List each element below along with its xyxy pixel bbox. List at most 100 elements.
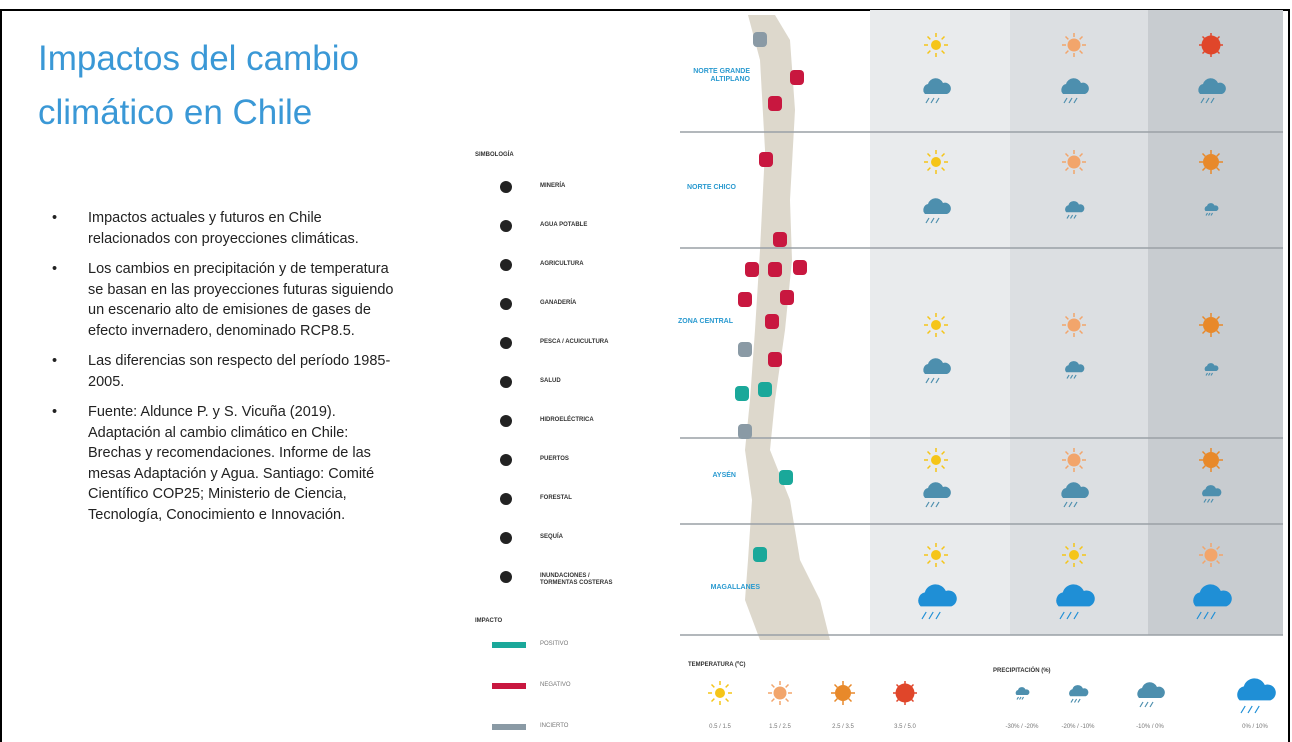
symbol-icon <box>500 181 512 193</box>
map-icon <box>735 386 749 401</box>
impact-label: POSITIVO <box>540 641 569 647</box>
rain <box>1066 214 1070 219</box>
cloud-icon <box>1065 361 1085 373</box>
region-label: NORTE CHICO <box>687 184 736 191</box>
sun-icon <box>924 543 948 567</box>
legend-title: SIMBOLOGÍA <box>475 152 514 158</box>
map-icon <box>753 32 767 47</box>
rain <box>1139 701 1144 708</box>
bullet-list: Impactos actuales y futuros en Chile rel… <box>50 208 400 535</box>
cloud-icon <box>1061 78 1089 94</box>
rain <box>1210 97 1215 104</box>
sun-icon <box>924 448 948 472</box>
cloud-icon <box>1204 363 1219 371</box>
cloud-icon <box>1137 682 1165 698</box>
rain <box>935 501 940 508</box>
symbol-icon <box>500 376 512 388</box>
map-icon <box>768 96 782 111</box>
cloud-icon <box>1198 78 1226 94</box>
temperature-range: 2.5 / 3.5 <box>832 724 854 730</box>
cloud-icon <box>923 198 951 214</box>
rain <box>1059 611 1065 620</box>
rain <box>1200 97 1205 104</box>
rain <box>1068 97 1073 104</box>
map-icon <box>793 260 807 275</box>
cloud-icon <box>1204 203 1219 211</box>
temperature-range: 3.5 / 5.0 <box>894 724 916 730</box>
impact-swatch <box>492 683 526 689</box>
rain <box>928 611 934 620</box>
rain <box>1205 372 1209 376</box>
cloud-icon <box>1069 685 1089 697</box>
symbol-icon <box>500 571 512 583</box>
rain <box>1210 498 1214 503</box>
symbol-label: HIDROELÉCTRICA <box>540 417 594 423</box>
sun-icon <box>1062 313 1086 337</box>
bullet: Los cambios en precipitación y de temper… <box>50 259 400 341</box>
rain <box>925 217 930 224</box>
symbol-label: FORESTAL <box>540 495 572 501</box>
symbol-icon <box>500 337 512 349</box>
symbol-label: PUERTOS <box>540 456 569 462</box>
rain <box>1207 212 1211 216</box>
rain <box>1016 696 1020 700</box>
region-label: ZONA CENTRAL <box>678 318 733 325</box>
rain <box>1144 701 1149 708</box>
rain <box>935 377 940 384</box>
map-icon <box>773 232 787 247</box>
sun-icon <box>924 33 948 57</box>
map-icon <box>759 152 773 167</box>
map-icon <box>758 382 772 397</box>
symbol-label: AGUA POTABLE <box>540 222 588 228</box>
rain <box>925 377 930 384</box>
sun-icon <box>893 681 917 705</box>
symbol-label: SEQUÍA <box>540 534 564 540</box>
bullet: Impactos actuales y futuros en Chile rel… <box>50 208 400 249</box>
rain <box>1073 214 1077 219</box>
rain <box>1203 498 1207 503</box>
rain <box>1066 374 1070 379</box>
map-icon <box>738 292 752 307</box>
symbol-icon <box>500 454 512 466</box>
rain <box>1073 97 1078 104</box>
map-icon <box>753 547 767 562</box>
symbol-icon <box>500 532 512 544</box>
sun-icon <box>924 150 948 174</box>
impact-label: NEGATIVO <box>540 682 571 688</box>
rain <box>921 611 927 620</box>
precipitation-title: PRECIPITACIÓN (%) <box>993 668 1051 674</box>
sun-icon <box>1062 33 1086 57</box>
rain <box>925 501 930 508</box>
rain <box>930 97 935 104</box>
map-icon <box>738 342 752 357</box>
rain <box>1247 705 1253 714</box>
sun-icon <box>1062 448 1086 472</box>
rain <box>1240 705 1246 714</box>
symbol-icon <box>500 220 512 232</box>
sun-icon <box>1062 543 1086 567</box>
rain <box>930 377 935 384</box>
cloud-icon <box>1237 678 1276 701</box>
bullet: Las diferencias son respecto del período… <box>50 351 400 392</box>
sun-icon <box>831 681 855 705</box>
precipitation-range: -20% / -10% <box>1061 724 1095 730</box>
symbol-icon <box>500 298 512 310</box>
rain <box>1210 611 1216 620</box>
region-label: AYSÉN <box>712 472 736 479</box>
map-chile <box>745 15 830 640</box>
sun-icon <box>1199 448 1223 472</box>
rain <box>1207 372 1211 376</box>
symbol-label: INUNDACIONES / TORMENTAS COSTERAS <box>540 573 613 586</box>
rain <box>1069 214 1074 219</box>
sun-icon <box>708 681 732 705</box>
impact-swatch <box>492 642 526 648</box>
rain <box>1205 212 1209 216</box>
precipitation-range: -30% / -20% <box>1005 724 1039 730</box>
cloud-icon <box>1015 687 1030 695</box>
rain <box>1021 696 1025 700</box>
precipitation-range: 0% / 10% <box>1242 724 1268 730</box>
frame <box>0 9 1290 742</box>
rain <box>1206 498 1211 503</box>
cloud-icon <box>923 482 951 498</box>
rain <box>1070 698 1074 703</box>
